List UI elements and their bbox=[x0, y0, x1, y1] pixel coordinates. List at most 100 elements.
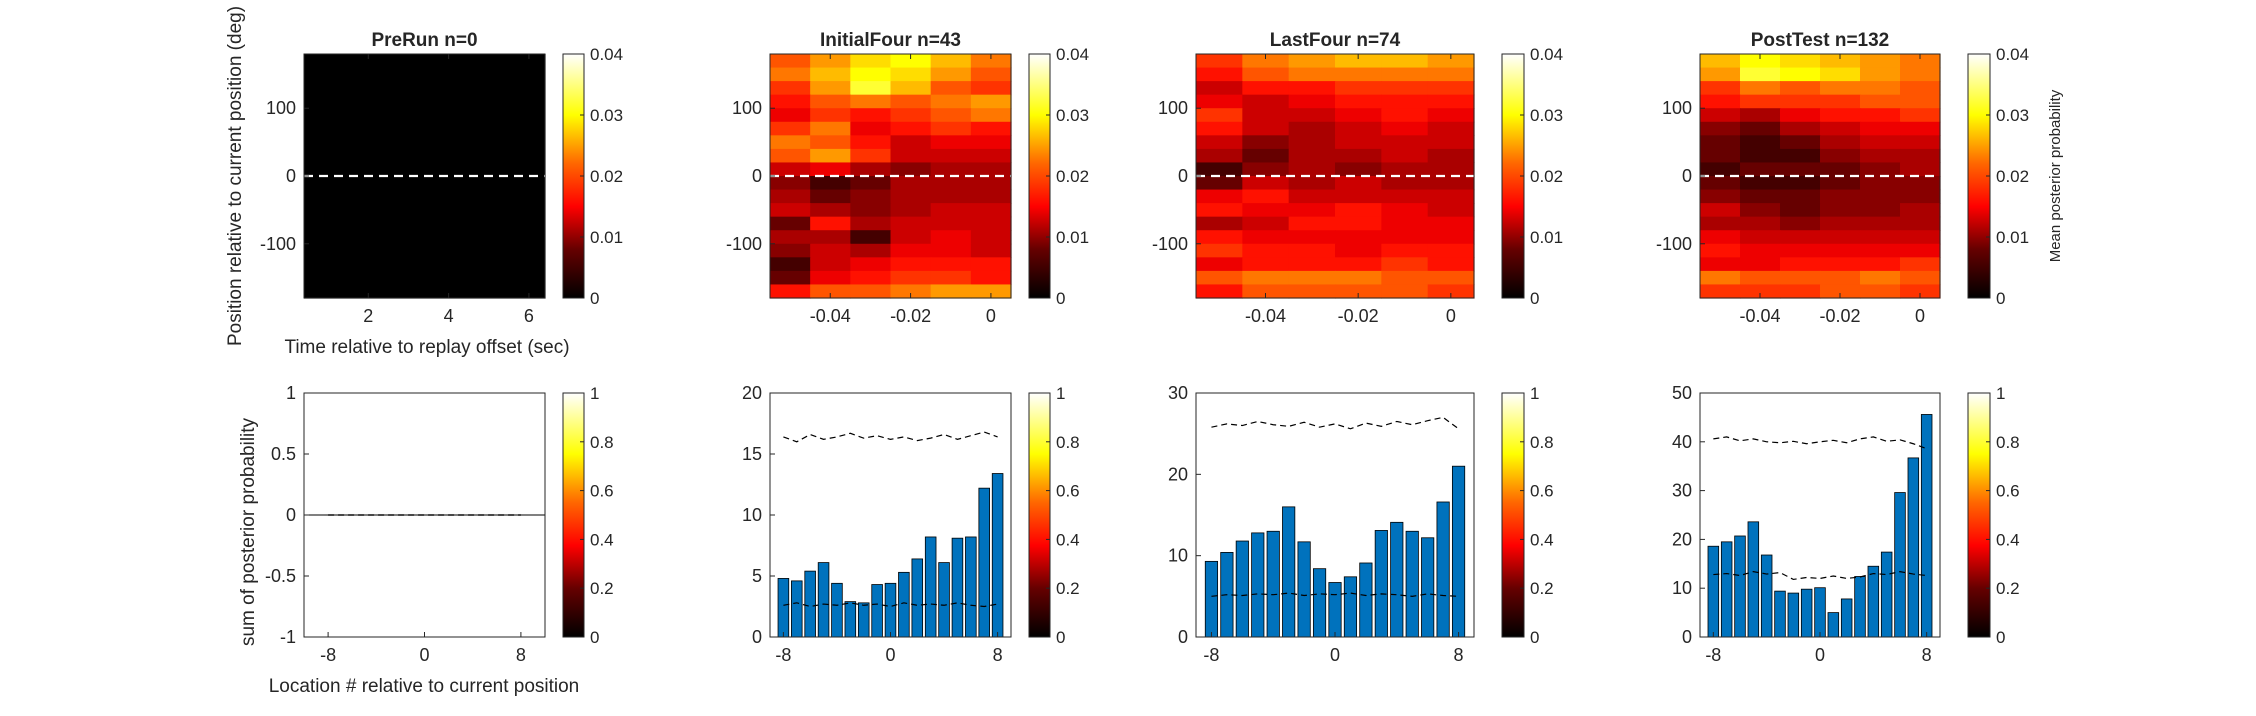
heatmap-cell bbox=[1740, 135, 1781, 150]
y-tick-label: 0 bbox=[752, 627, 762, 647]
colorbar-tick-label: 0.03 bbox=[1056, 106, 1089, 125]
heatmap-cell bbox=[1381, 284, 1429, 299]
heatmap-cell bbox=[1381, 189, 1429, 204]
heatmap-cell bbox=[1700, 94, 1741, 109]
y-tick-label: 100 bbox=[1158, 98, 1188, 118]
y-tick-label: 20 bbox=[742, 383, 762, 403]
heatmap-cell bbox=[1780, 81, 1821, 96]
heatmap-cell bbox=[1740, 108, 1781, 123]
heatmap-cell bbox=[970, 121, 1012, 136]
heatmap-cell bbox=[1900, 270, 1941, 286]
heatmap-cell bbox=[970, 81, 1012, 96]
heatmap-cell bbox=[1820, 284, 1861, 299]
heatmap-cell bbox=[1900, 135, 1941, 150]
bar bbox=[1827, 612, 1840, 638]
heatmap-cell bbox=[1196, 176, 1243, 191]
heatmap-cell bbox=[1196, 108, 1243, 123]
bar bbox=[1204, 560, 1219, 638]
colorbar-tick-label: 0.01 bbox=[1996, 228, 2029, 247]
x-tick-label: 0 bbox=[1815, 645, 1825, 665]
bar bbox=[978, 487, 990, 638]
heatmap-cell bbox=[770, 203, 811, 218]
heatmap-cell bbox=[1427, 257, 1475, 272]
heatmap-cell bbox=[850, 108, 892, 123]
y-tick-label: 10 bbox=[1672, 578, 1692, 598]
heatmap-cell bbox=[1288, 243, 1336, 258]
x-tick-label: -0.02 bbox=[890, 306, 931, 326]
colorbar-tick-label: 0.01 bbox=[1056, 228, 1089, 247]
heatmap-cell bbox=[770, 257, 811, 272]
heatmap-cell bbox=[850, 230, 892, 245]
y-tick-label: 0 bbox=[1178, 166, 1188, 186]
y-tick-label: 100 bbox=[732, 98, 762, 118]
bar bbox=[1297, 541, 1311, 638]
heatmap-cell bbox=[1860, 230, 1901, 245]
heatmap-cell bbox=[930, 148, 972, 164]
heatmap-cell bbox=[850, 243, 892, 258]
heatmap-cell bbox=[1335, 108, 1382, 123]
heatmap-cell bbox=[1242, 135, 1290, 150]
heatmap-cell bbox=[1900, 189, 1941, 204]
heatmap-cell bbox=[850, 270, 892, 286]
heatmap-cell bbox=[890, 162, 932, 177]
colorbar-tick-label: 0.2 bbox=[1056, 579, 1080, 598]
colorbar-tick-label: 0 bbox=[1996, 289, 2005, 308]
heatmap-cell bbox=[1381, 243, 1429, 258]
heatmap-cell bbox=[1381, 216, 1429, 231]
bar bbox=[1800, 588, 1813, 638]
colorbar-tick-label: 0 bbox=[1056, 289, 1065, 308]
heatmap-cell bbox=[1740, 94, 1781, 109]
heatmap-cell bbox=[810, 203, 851, 218]
heatmap-cell bbox=[770, 243, 811, 258]
heatmap-cell bbox=[970, 135, 1012, 150]
heatmap-cell bbox=[1700, 230, 1741, 245]
heatmap-cell bbox=[850, 54, 892, 69]
heatmap-cell bbox=[770, 189, 811, 204]
heatmap-cell bbox=[1288, 176, 1336, 191]
heatmap-cell bbox=[1820, 54, 1861, 69]
heatmap-cell bbox=[1427, 189, 1475, 204]
heatmap-cell bbox=[1860, 189, 1901, 204]
heatmap-cell bbox=[810, 94, 851, 109]
heatmap-cell bbox=[1860, 216, 1901, 231]
heatmap-cell bbox=[930, 135, 972, 150]
colorbar-label: Mean posterior probability bbox=[2047, 89, 2064, 262]
y-tick-label: 0 bbox=[286, 505, 296, 525]
heatmap-cell bbox=[1196, 270, 1243, 286]
heatmap-cell bbox=[1740, 67, 1781, 82]
heatmap-cell bbox=[930, 189, 972, 204]
heatmap-cell bbox=[770, 270, 811, 286]
heatmap-cell bbox=[1381, 94, 1429, 109]
heatmap-cell bbox=[1740, 284, 1781, 299]
heatmap-cell bbox=[1242, 230, 1290, 245]
heatmap-cell bbox=[1900, 121, 1941, 136]
heatmap-cell bbox=[1700, 54, 1741, 69]
dashed-upper-line bbox=[1211, 416, 1459, 430]
heatmap-cell bbox=[1242, 121, 1290, 136]
colorbar-tick-label: 0.4 bbox=[1056, 530, 1080, 549]
heatmap-cell bbox=[1196, 230, 1243, 245]
heatmap-cell bbox=[1335, 54, 1382, 69]
heatmap-cell bbox=[1427, 81, 1475, 96]
x-tick-label: -0.04 bbox=[1245, 306, 1286, 326]
y-tick-label: 100 bbox=[266, 98, 296, 118]
heatmap-cell bbox=[1820, 94, 1861, 109]
heatmap-cell bbox=[1427, 243, 1475, 258]
heatmap-cell bbox=[1381, 121, 1429, 136]
colorbar-tick-label: 0.03 bbox=[590, 106, 623, 125]
heatmap-cell bbox=[810, 243, 851, 258]
heatmap-cell bbox=[1900, 67, 1941, 82]
heatmap-cell bbox=[1700, 176, 1741, 191]
heatmap-cell bbox=[1196, 243, 1243, 258]
heatmap-cell bbox=[1780, 216, 1821, 231]
bar bbox=[938, 562, 950, 638]
colorbar-tick-label: 0.03 bbox=[1530, 106, 1563, 125]
heatmap-cell bbox=[770, 230, 811, 245]
heatmap-cell bbox=[930, 162, 972, 177]
heatmap-cell bbox=[770, 94, 811, 109]
heatmap-cell bbox=[890, 135, 932, 150]
heatmap-cell bbox=[1740, 270, 1781, 286]
bar bbox=[1774, 590, 1786, 638]
heatmap-cell bbox=[970, 230, 1012, 245]
heatmap-cell bbox=[1780, 243, 1821, 258]
